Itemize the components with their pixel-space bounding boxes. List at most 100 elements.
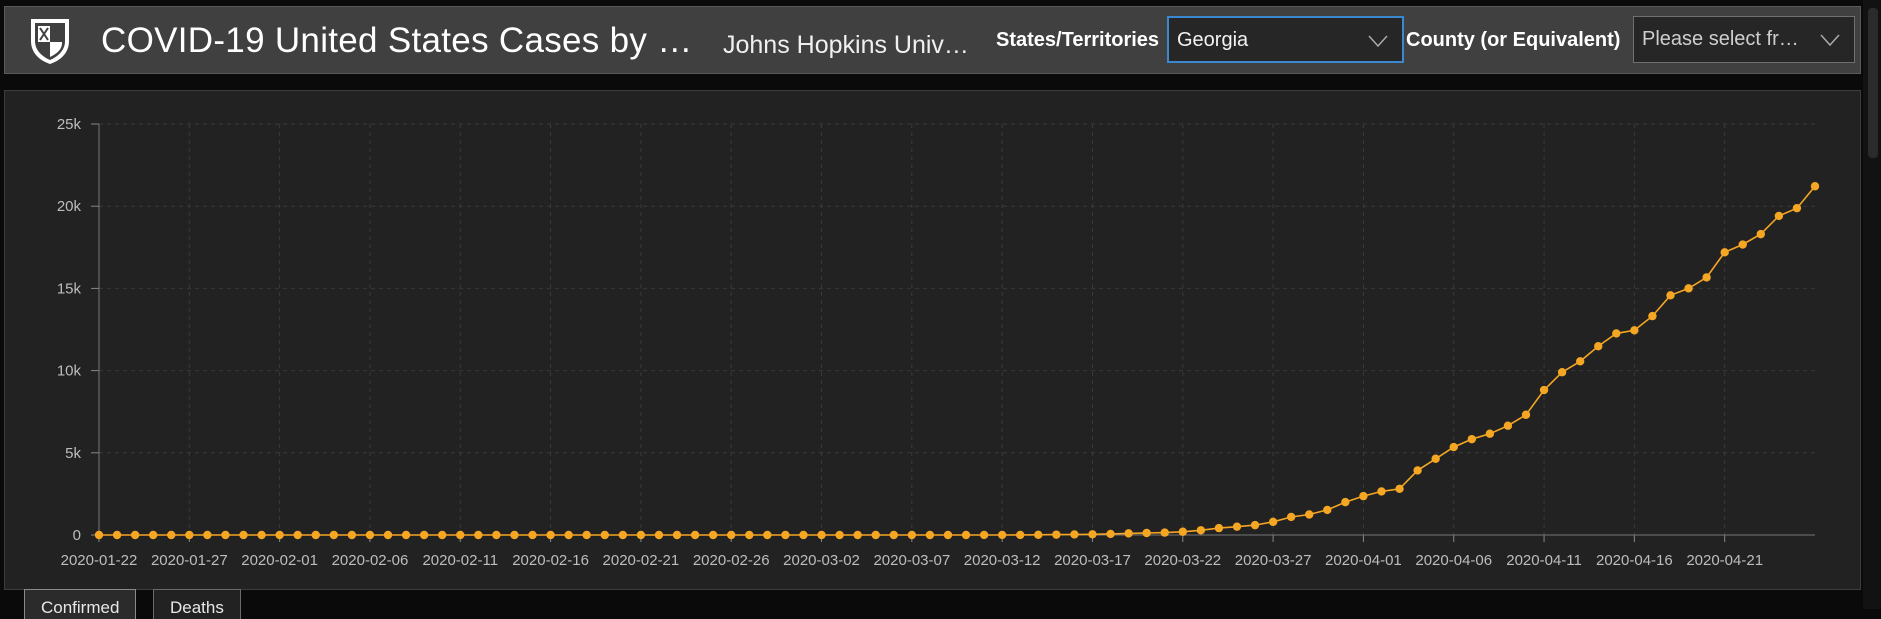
data-point [239,530,248,540]
x-tick-label: 2020-01-27 [151,552,228,569]
page-title: COVID-19 United States Cases by … [101,21,693,60]
data-point [1250,520,1260,530]
data-point [1503,421,1513,430]
x-tick-label: 2020-04-21 [1686,552,1763,569]
x-tick-label: 2020-03-02 [783,552,860,569]
data-point [1214,523,1224,533]
data-point [275,530,284,540]
data-point [1449,442,1458,452]
data-point [582,530,591,540]
chevron-down-icon[interactable] [1820,33,1840,47]
data-point [185,530,194,540]
data-point [690,530,700,540]
y-tick-label: 25k [57,116,82,133]
x-tick-label: 2020-02-01 [241,552,318,569]
data-point [745,530,754,540]
data-point [871,530,880,540]
data-point [456,530,465,540]
data-point [907,530,917,540]
x-tick-label: 2020-03-17 [1054,552,1131,569]
y-tick-label: 0 [73,527,81,544]
data-point [1612,329,1621,338]
data-point [1756,229,1766,239]
data-point [853,530,862,540]
data-point [1575,357,1585,366]
data-point [1792,203,1802,213]
page-scrollbar[interactable] [1863,0,1881,609]
states-label: States/Territories [996,29,1160,51]
data-point [1052,530,1061,539]
data-point [1395,484,1404,494]
data-point [781,530,790,540]
series-line [99,185,1816,536]
data-point [419,530,429,540]
data-point [1594,342,1603,351]
data-point [257,530,266,540]
data-point [492,530,501,540]
x-tick-label: 2020-01-22 [61,552,138,569]
data-point [1666,291,1675,300]
data-point [347,530,357,540]
data-point [1359,491,1368,501]
data-point [546,530,555,540]
data-point [1810,182,1820,191]
county-select[interactable]: Please select fr… [1633,16,1855,63]
x-tick-label: 2020-02-11 [422,552,498,569]
data-point [889,530,898,540]
data-point [167,530,176,540]
data-point [383,530,393,540]
data-point [1557,368,1567,377]
data-point [1377,487,1386,496]
chart-panel: 0 5k 10k 15k 20k 25k 2020-01-22 2020-01-27 2020-… [4,90,1861,590]
app-header: COVID-19 United States Cases by … Johns … [4,6,1861,74]
data-point [1124,529,1133,538]
data-point [94,530,104,540]
data-point [1720,248,1729,257]
tab-deaths[interactable]: Deaths [153,589,241,619]
x-tick-label: 2020-03-07 [873,552,950,569]
data-point [1268,517,1278,527]
line-chart: 0 5k 10k 15k 20k 25k 2020-01-22 2020-01-27 2020-… [57,116,1820,569]
data-point [293,530,302,540]
x-tick-label: 2020-04-06 [1415,552,1492,569]
data-point [510,530,519,540]
data-point [112,530,122,540]
county-select-placeholder: Please select fr… [1642,28,1799,50]
data-point [1286,512,1296,522]
data-point [1106,529,1115,539]
data-point [1485,429,1495,438]
states-select[interactable]: Georgia [1167,16,1404,63]
data-point [1070,530,1079,539]
data-point [1738,240,1747,249]
data-point [1413,466,1422,475]
data-point [1341,497,1350,507]
data-point [654,530,664,540]
data-point [438,530,447,540]
data-point [329,530,339,540]
data-point [1684,284,1693,293]
scrollbar-thumb[interactable] [1868,8,1878,158]
data-point [817,530,826,540]
chevron-down-icon[interactable] [1368,34,1388,48]
data-point [148,530,158,540]
tab-confirmed[interactable]: Confirmed [24,589,137,619]
data-point [727,530,736,540]
data-point [528,530,537,540]
data-point [799,530,808,540]
data-point [1702,273,1711,282]
data-point [600,530,609,540]
x-tick-label: 2020-04-01 [1325,552,1402,569]
states-select-value: Georgia [1177,29,1249,51]
y-tick-label: 15k [57,280,82,297]
data-point [203,530,212,540]
x-tick-label: 2020-02-16 [512,552,589,569]
x-tick-label: 2020-02-21 [603,552,680,569]
data-point [961,530,971,540]
y-tick-label: 10k [57,363,82,380]
data-point [1467,434,1477,444]
data-point [708,530,718,540]
data-point [636,530,646,540]
data-point [1232,522,1242,531]
data-point [979,530,989,540]
data-point [311,530,320,540]
